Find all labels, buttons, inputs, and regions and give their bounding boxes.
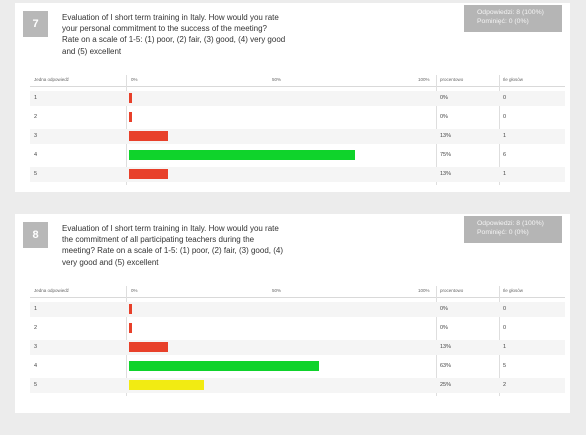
row-answer-label: 2 [34, 114, 38, 120]
question-text: Evaluation of I short term training in I… [62, 13, 286, 56]
table-row: 5 13% 1 [30, 167, 565, 182]
result-bar [129, 150, 355, 160]
row-percent: 0% [440, 325, 448, 331]
header-100-percent: 100% [418, 288, 430, 293]
row-answer-label: 2 [34, 325, 38, 331]
result-bar [129, 380, 204, 390]
row-percent: 75% [440, 152, 452, 158]
row-percent: 13% [440, 171, 452, 177]
header-100-percent: 100% [418, 77, 430, 82]
table-row: 1 0% 0 [30, 91, 565, 106]
row-votes: 0 [503, 306, 507, 312]
row-votes: 1 [503, 133, 507, 139]
row-percent: 13% [440, 344, 452, 350]
header-0-percent: 0% [131, 77, 138, 82]
row-answer-label: 3 [34, 344, 38, 350]
table-row: 1 0% 0 [30, 302, 565, 317]
header-answer: Jedna odpowiedź [34, 77, 70, 82]
question-card-7: 7 Evaluation of I short term training in… [15, 3, 570, 192]
result-bar [129, 361, 319, 371]
row-percent: 0% [440, 306, 448, 312]
result-bar [129, 169, 168, 179]
row-answer-label: 5 [34, 382, 38, 388]
table-row: 2 0% 0 [30, 110, 565, 125]
row-percent: 0% [440, 114, 448, 120]
header-votes: Ile głosów [503, 288, 524, 293]
results-table-header: Jedna odpowiedź 0% 50% 100% procentowo I… [30, 286, 565, 298]
row-votes: 6 [503, 152, 507, 158]
header-50-percent: 50% [272, 77, 282, 82]
row-votes: 0 [503, 114, 507, 120]
row-answer-label: 1 [34, 95, 38, 101]
row-answer-label: 4 [34, 152, 38, 158]
table-row: 4 75% 6 [30, 148, 565, 163]
table-row: 5 25% 2 [30, 378, 565, 393]
header-percent: procentowo [440, 288, 464, 293]
response-stats-box: Odpowiedzi: 8 (100%) Pominięć: 0 (0%) [464, 5, 562, 32]
header-0-percent: 0% [131, 288, 138, 293]
question-number-badge: 7 [23, 11, 48, 37]
row-votes: 0 [503, 325, 507, 331]
question-number-badge: 8 [23, 222, 48, 248]
table-row: 3 13% 1 [30, 129, 565, 144]
result-bar [129, 131, 168, 141]
response-stats-box: Odpowiedzi: 8 (100%) Pominięć: 0 (0%) [464, 216, 562, 243]
results-table-header: Jedna odpowiedź 0% 50% 100% procentowo I… [30, 75, 565, 87]
table-row: 2 0% 0 [30, 321, 565, 336]
result-bar [129, 112, 132, 122]
row-votes: 1 [503, 344, 507, 350]
responses-count: Odpowiedzi: 8 (100%) [477, 220, 544, 227]
table-row: 4 63% 5 [30, 359, 565, 374]
result-bar [129, 342, 168, 352]
row-percent: 0% [440, 95, 448, 101]
skipped-count: Pominięć: 0 (0%) [477, 18, 529, 25]
responses-count: Odpowiedzi: 8 (100%) [477, 9, 544, 16]
table-row: 3 13% 1 [30, 340, 565, 355]
header-votes: Ile głosów [503, 77, 524, 82]
question-text: Evaluation of I short term training in I… [62, 224, 283, 267]
row-votes: 0 [503, 95, 507, 101]
question-card-8: 8 Evaluation of I short term training in… [15, 214, 570, 413]
row-percent: 25% [440, 382, 452, 388]
row-answer-label: 1 [34, 306, 38, 312]
row-votes: 1 [503, 171, 507, 177]
row-percent: 13% [440, 133, 452, 139]
header-percent: procentowo [440, 77, 464, 82]
skipped-count: Pominięć: 0 (0%) [477, 229, 529, 236]
row-answer-label: 4 [34, 363, 38, 369]
header-50-percent: 50% [272, 288, 282, 293]
row-votes: 5 [503, 363, 507, 369]
row-votes: 2 [503, 382, 507, 388]
row-answer-label: 5 [34, 171, 38, 177]
row-percent: 63% [440, 363, 452, 369]
result-bar [129, 304, 132, 314]
result-bar [129, 93, 132, 103]
result-bar [129, 323, 132, 333]
header-answer: Jedna odpowiedź [34, 288, 70, 293]
row-answer-label: 3 [34, 133, 38, 139]
